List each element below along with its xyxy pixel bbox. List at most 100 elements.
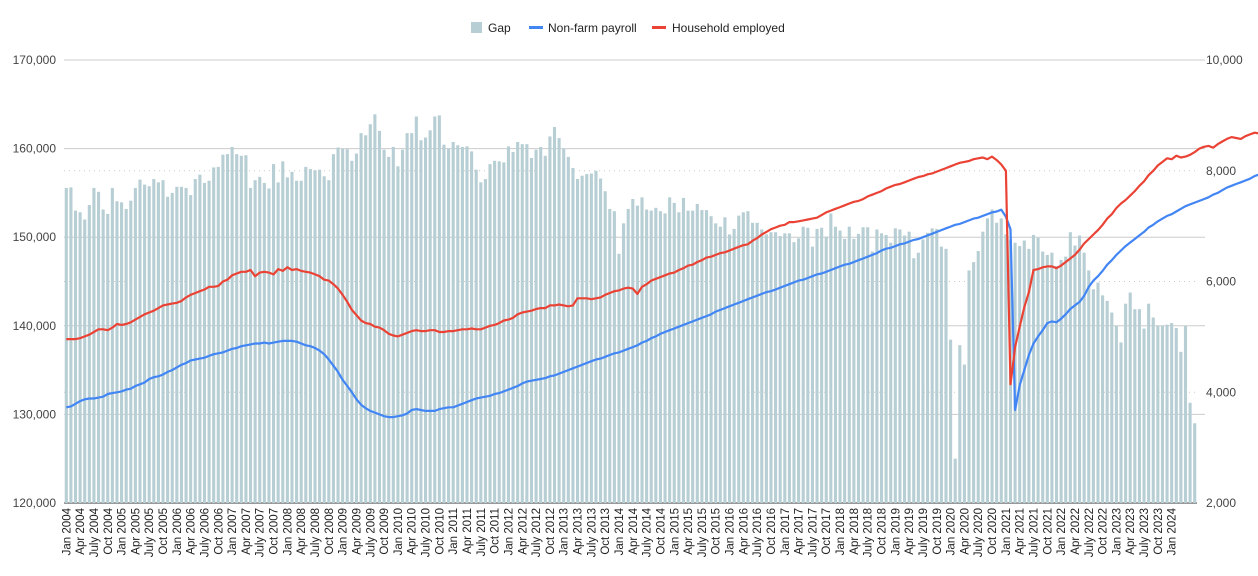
gap-bar [87,205,91,503]
gap-bar [622,223,626,503]
x-axis-tick-label: Jan 2007 [227,508,239,555]
gap-bar [1156,325,1160,503]
gap-bar [1137,309,1141,503]
gap-bar [916,252,920,503]
gap-bar [543,155,547,503]
x-axis-tick-label: Oct 2008 [324,508,336,555]
gap-bar [1054,265,1059,503]
gap-bar [198,174,202,503]
gap-bar [838,230,842,503]
gap-bar [115,201,119,504]
gap-bar [718,226,722,503]
gap-bar [1073,245,1077,503]
gap-bar [1119,342,1123,503]
gap-bar [313,170,317,504]
gap-bar [322,176,326,503]
gap-bar [539,146,543,503]
gap-bar [626,208,630,504]
gap-bar [327,180,331,503]
x-axis-tick-label: July 2008 [310,508,322,557]
gap-bar [350,160,354,503]
gap-bar [239,155,243,503]
gap-bar [902,235,907,503]
gap-bar [1041,251,1045,503]
gap-bar [787,233,791,504]
x-axis-tick-label: Oct 2004 [103,507,115,554]
gap-bar [958,345,962,503]
x-axis-tick-label: Apr 2005 [130,508,142,555]
gap-bar [617,253,621,503]
gap-bar [737,215,741,503]
gap-bar [1165,324,1169,503]
gap-bar [750,222,755,504]
gap-bar [797,238,801,503]
series-lines [66,131,1258,419]
x-axis-tick-label: July 2018 [863,508,875,557]
x-axis-tick-label: Apr 2004 [75,507,87,554]
gap-bar [110,187,114,503]
right-axis-tick-label: 10,000 [1206,53,1243,67]
gap-bar [792,242,796,503]
gap-bar [1045,254,1049,503]
gap-bar [230,146,234,503]
gap-bar [133,187,137,503]
x-axis-tick-label: Oct 2014 [655,507,667,554]
gap-bar [953,458,957,503]
gap-bar [999,218,1003,503]
x-axis-tick-label: Oct 2022 [1098,508,1110,555]
x-axis-tick-label: July 2005 [144,508,156,557]
gap-bar [580,175,584,503]
gap-bar [391,146,395,503]
gap-bar [1124,303,1128,503]
gap-bar [663,213,667,504]
gap-bar [96,191,101,504]
gap-bar [166,196,170,503]
x-axis-tick-label: Oct 2019 [932,508,944,555]
right-axis-tick-label: 4,000 [1206,385,1236,399]
gap-bar [700,210,704,503]
left-axis-tick-label: 150,000 [13,230,57,244]
gap-bar [396,166,400,503]
gap-bar [299,180,303,503]
gap-bar [281,161,285,503]
gap-bar [774,232,778,503]
gap-bar [875,229,879,503]
x-axis-tick-label: Jan 2006 [172,508,184,555]
gap-bar [1059,259,1063,503]
x-axis-tick-label: Jan 2023 [1111,508,1123,555]
x-axis-tick-label: Jan 2024 [1167,507,1179,555]
x-axis-tick-label: July 2004 [89,507,101,557]
gap-bar [1068,232,1072,503]
right-axis: 2,000 4,000 6,000 8,000 10,000 [1206,53,1243,510]
gap-bar [272,164,276,504]
x-axis-tick-label: Jan 2016 [725,508,737,555]
gap-bar [308,169,312,503]
gap-bar [815,228,819,504]
gap-bar [640,197,644,503]
gap-bar [912,258,916,503]
gap-bar [258,176,262,503]
gap-bar [193,179,197,503]
gap-bar [833,226,838,503]
gap-bar [1147,303,1151,503]
gap-bar [861,227,865,504]
gap-bar [727,234,732,503]
x-axis-tick-label: Jan 2017 [780,508,792,555]
x-axis-tick-label: Oct 2023 [1153,508,1165,555]
gap-bar [414,116,418,504]
gap-bar [161,180,165,503]
x-axis-tick-label: Oct 2012 [545,508,557,555]
gap-bar [870,251,874,503]
gap-bar [548,136,552,504]
gap-bar [1004,234,1008,503]
x-axis-tick-label: Oct 2005 [158,508,170,555]
gap-bar [704,210,709,503]
gap-bar [1151,317,1155,503]
gap-bar [64,187,68,503]
gap-bar [488,164,492,504]
left-axis: 120,000 130,000 140,000 150,000 160,000 170,0… [13,53,57,510]
x-axis-tick-label: Oct 2018 [877,508,889,555]
gap-bar [654,207,658,503]
legend-swatch-household-employed [652,26,666,29]
right-axis-tick-label: 2,000 [1206,496,1236,510]
